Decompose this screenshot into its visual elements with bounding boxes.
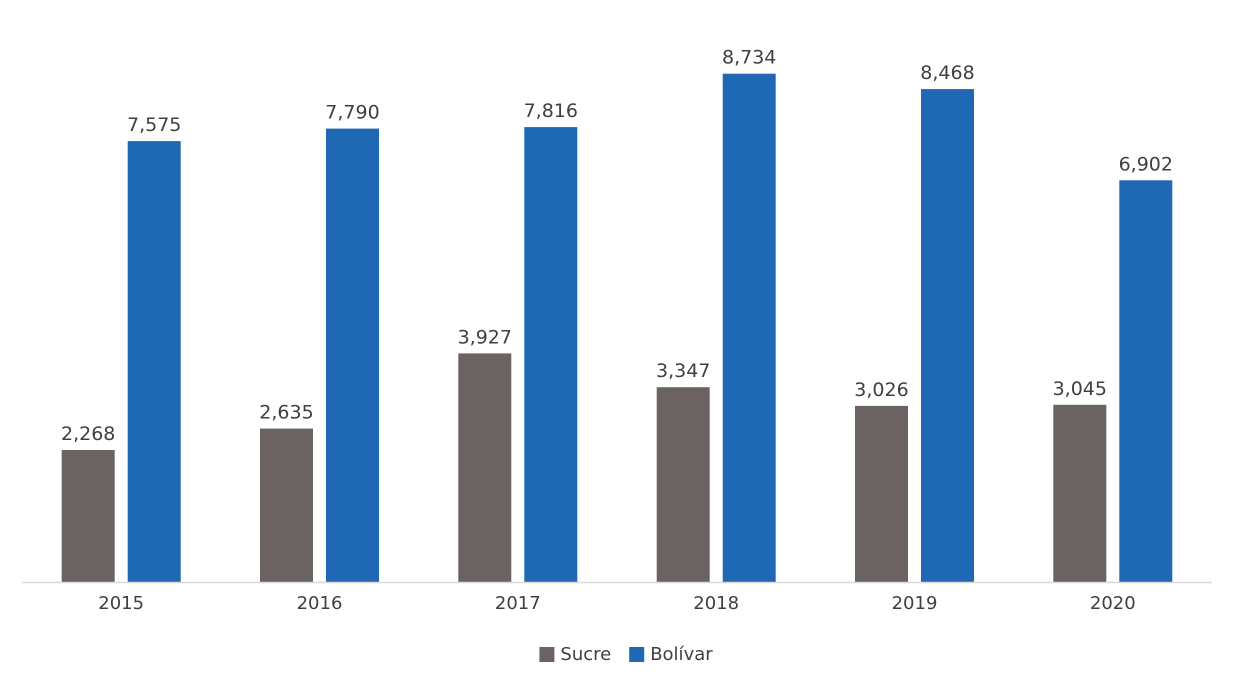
data-label: 7,816: [524, 100, 578, 122]
x-tick-label: 2018: [693, 593, 739, 614]
bar-sucre-2018: [656, 387, 710, 582]
legend-item-bol-var: Bolívar: [629, 644, 713, 665]
bar-bol-var-2018: [722, 73, 776, 582]
data-label: 2,268: [61, 423, 115, 445]
bar-sucre-2016: [260, 428, 313, 582]
data-label: 8,734: [722, 47, 776, 69]
data-label: 3,026: [854, 379, 908, 401]
bar-sucre-2020: [1053, 404, 1107, 582]
legend-label: Bolívar: [650, 644, 713, 665]
x-tick-label: 2020: [1090, 593, 1136, 614]
bars-group: [61, 73, 1173, 583]
bar-bol-var-2019: [921, 89, 974, 582]
legend-item-sucre: Sucre: [539, 644, 611, 665]
legend-label: Sucre: [560, 644, 611, 665]
bar-sucre-2019: [855, 405, 908, 582]
data-label: 3,045: [1053, 378, 1107, 400]
bar-bol-var-2015: [127, 141, 181, 582]
data-label: 7,790: [325, 102, 379, 124]
bar-sucre-2015: [61, 450, 115, 582]
data-labels-group: 2,268 7,575 2,635 7,790 3,927 7,816 3,347 8,734…: [61, 47, 1173, 445]
x-tick-label: 2019: [892, 593, 938, 614]
data-label: 7,575: [127, 114, 181, 136]
bar-bol-var-2016: [326, 128, 379, 582]
x-tick-label: 2015: [98, 593, 144, 614]
x-tick-labels-group: 2015 2016 2017 2018 2019 2020: [98, 593, 1135, 614]
bar-sucre-2017: [458, 353, 512, 582]
data-label: 3,927: [458, 326, 512, 348]
legend-swatch: [629, 647, 645, 662]
bar-bol-var-2020: [1119, 180, 1173, 583]
legend: Sucre Bolívar: [539, 644, 713, 665]
data-label: 6,902: [1119, 153, 1173, 175]
bar-bol-var-2017: [524, 127, 578, 582]
x-tick-label: 2017: [495, 593, 541, 614]
legend-swatch: [539, 647, 555, 662]
data-label: 8,468: [920, 62, 974, 84]
x-tick-label: 2016: [297, 593, 343, 614]
data-label: 3,347: [656, 360, 710, 382]
data-label: 2,635: [259, 402, 313, 424]
